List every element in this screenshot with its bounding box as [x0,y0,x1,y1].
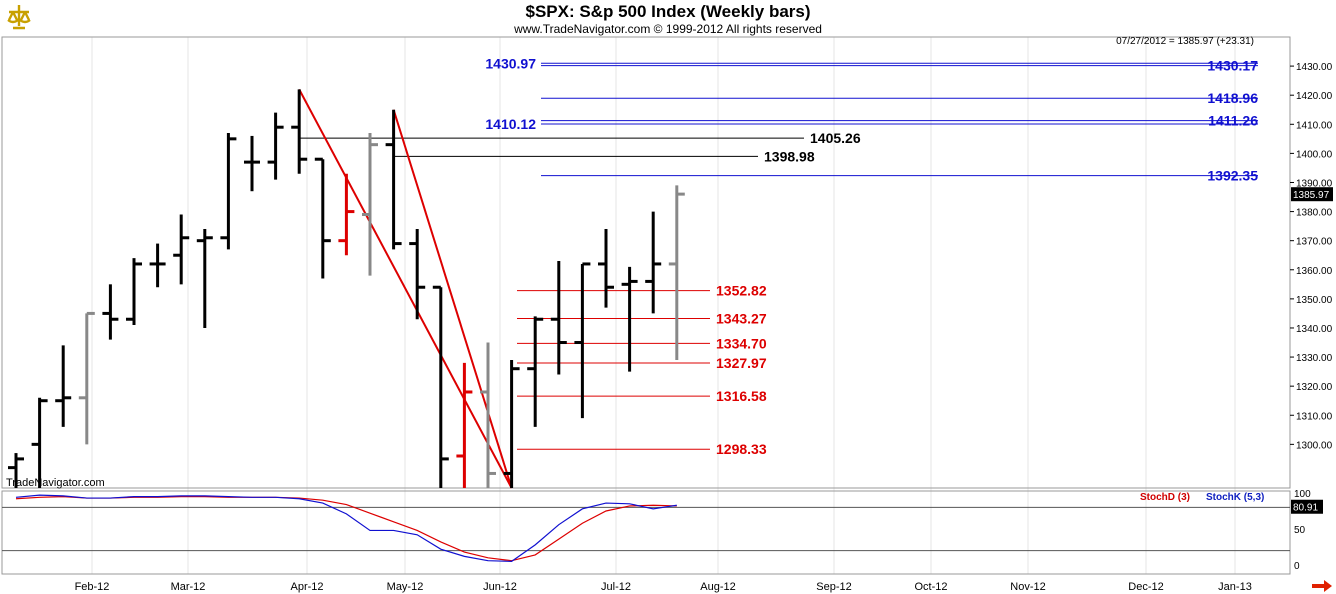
level-label: 1405.26 [810,130,861,146]
chart-subtitle: www.TradeNavigator.com © 1999-2012 All r… [514,22,822,36]
x-tick-label: Aug-12 [700,581,735,593]
x-tick-label: Jun-12 [483,581,517,593]
stochastic-panel [2,494,1290,563]
ohlc-bar [102,284,119,340]
ohlc-bar [31,397,48,488]
ohlc-bar [645,211,662,314]
chart-title: $SPX: S&p 500 Index (Weekly bars) [525,2,811,21]
ohlc-bar [574,262,591,419]
ohlc-bar [244,135,260,192]
y-tick-label: 1360.00 [1296,266,1333,277]
stoch-y-tick-label: 100 [1294,489,1311,500]
ohlc-bar [78,311,95,445]
x-tick-label: Dec-12 [1128,581,1163,593]
ohlc-bar [196,229,213,328]
level-label: 1410.12 [485,116,536,132]
stoch-y-tick-label: 50 [1294,525,1306,536]
ohlc-bar [621,266,638,372]
y-tick-label: 1330.00 [1296,353,1333,364]
y-tick-label: 1300.00 [1296,440,1333,451]
tradenavigator-logo [7,5,31,30]
level-label: 1352.82 [716,283,767,299]
ohlc-bar [173,214,190,285]
ohlc-bar [291,89,308,174]
ohlc-bar [220,133,237,250]
trendline [392,109,513,489]
ohlc-bar [409,229,426,320]
y-tick-label: 1390.00 [1296,178,1333,189]
ohlc-bar [503,359,520,488]
level-label: 1327.97 [716,355,767,371]
last-bar-readout: 07/27/2012 = 1385.97 (+23.31) [1116,36,1254,47]
stoch-last-box [1291,499,1323,514]
y-tick-label: 1370.00 [1296,237,1333,248]
ohlc-bar [8,453,24,488]
ohlc-bar [456,362,473,488]
x-tick-label: May-12 [387,581,424,593]
y-tick-label: 1380.00 [1296,208,1333,219]
x-tick-label: Jul-12 [601,581,631,593]
ohlc-bar [385,109,402,250]
level-label: 1430.17 [1207,58,1258,74]
stoch-last-label: 80.91 [1293,503,1318,514]
x-tick-label: Jan-13 [1218,581,1252,593]
ohlc-bar [314,157,331,279]
level-label: 1343.27 [716,310,767,326]
level-label: 1334.70 [716,335,767,351]
trendlines [298,88,513,489]
x-tick-label: Apr-12 [290,581,323,593]
level-label: 1430.97 [485,55,536,71]
y-tick-label: 1340.00 [1296,324,1333,335]
watermark: TradeNavigator.com [6,477,105,489]
y-tick-label: 1320.00 [1296,382,1333,393]
x-tick-label: Nov-12 [1010,581,1045,593]
x-tick-label: Oct-12 [914,581,947,593]
x-tick-label: Feb-12 [75,581,110,593]
stoch-panel-frame [1,490,1291,575]
price-panel-frame [1,36,1291,489]
scroll-right-arrow-icon[interactable] [1311,580,1333,592]
ohlc-bar [126,258,142,326]
y-tick-label: 1400.00 [1296,149,1333,160]
x-tick-label: Sep-12 [816,581,851,593]
ohlc-bar [668,185,685,360]
stoch-series-line [15,494,677,563]
ohlc-bar [338,173,355,256]
level-label: 1392.35 [1207,168,1258,184]
y-tick-label: 1420.00 [1296,91,1333,102]
ohlc-bar [598,229,614,308]
level-lines: 1430.97 1430.17 1418.96 1410.12 1411.26 1405.… [299,55,1258,457]
ohlc-bar [267,112,284,180]
ohlc-bar [432,285,449,488]
legend-stoch-d: StochD (3) [1140,492,1190,503]
stoch-y-tick-label: 0 [1294,561,1300,572]
last-price-label: 1385.97 [1293,190,1330,201]
level-label: 1316.58 [716,388,767,404]
x-tick-label: Mar-12 [171,581,206,593]
y-tick-label: 1310.00 [1296,411,1333,422]
level-label: 1418.96 [1207,90,1258,106]
level-label: 1411.26 [1208,113,1258,129]
legend-stoch-k: StochK (5,3) [1206,492,1265,503]
y-tick-label: 1430.00 [1296,62,1333,73]
last-price-box [1291,187,1333,202]
price-bars [8,89,685,488]
ohlc-bar [550,261,567,375]
level-label: 1398.98 [764,148,815,164]
ohlc-bar [362,133,378,276]
y-tick-label: 1350.00 [1296,295,1333,306]
chart-axes: Feb-12 Mar-12 Apr-12 May-12 Jun-12 Jul-12 Aug-… [75,62,1333,593]
chart-grid [91,37,1236,574]
chart-frames [1,36,1291,575]
y-tick-label: 1410.00 [1296,120,1333,131]
ohlc-bar [149,243,166,288]
ohlc-bar [55,345,72,427]
ohlc-bar [527,316,544,427]
level-label: 1298.33 [716,441,767,457]
ohlc-bar [480,342,496,488]
trendline [298,88,513,489]
